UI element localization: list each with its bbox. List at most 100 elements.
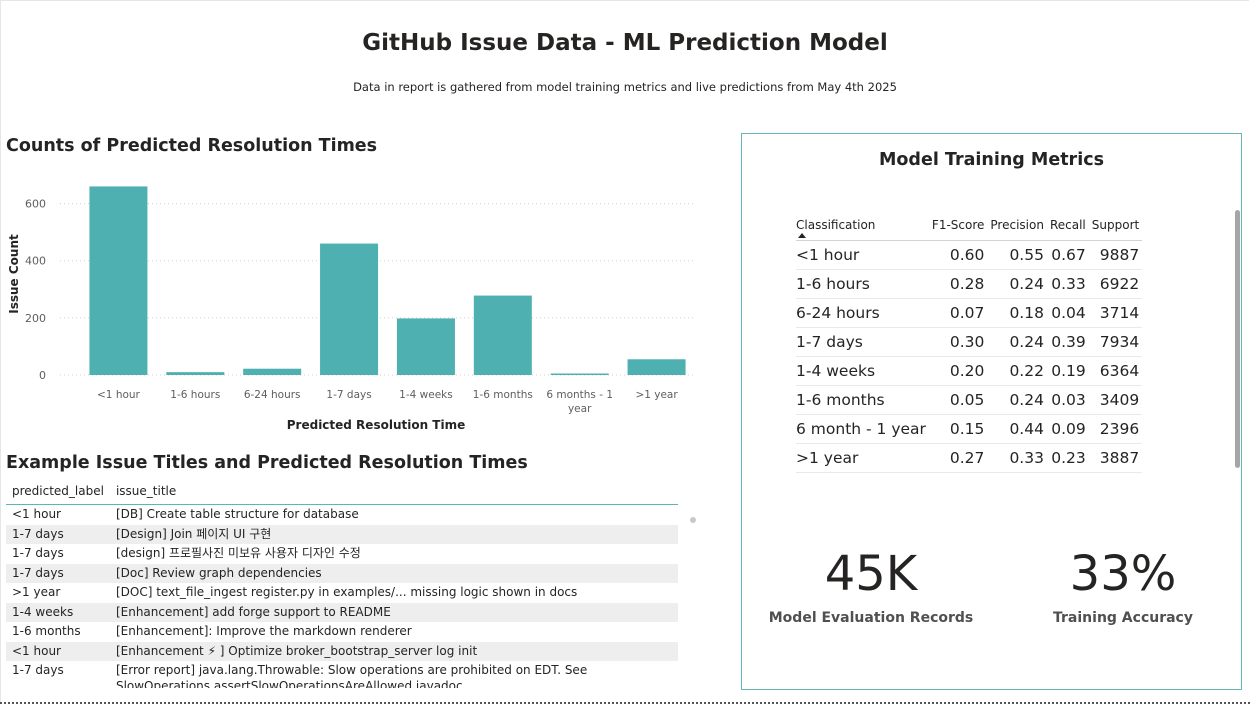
bar[interactable] <box>320 243 379 375</box>
table-scroll-indicator[interactable] <box>690 517 696 523</box>
table-row[interactable]: 1-6 months [Enhancement]: Improve the mar… <box>6 622 678 642</box>
recall-cell: 0.09 <box>1046 414 1089 444</box>
metrics-row[interactable]: 1-7 days 0.30 0.24 0.39 7934 <box>796 327 1143 357</box>
table-row[interactable]: 1-7 days [Error report] java.lang.Throwab… <box>6 661 678 688</box>
classification-cell: <1 hour <box>796 240 929 270</box>
bar[interactable] <box>166 372 225 375</box>
issue-title-text: [Enhancement]: Improve the markdown rend… <box>115 624 412 638</box>
metrics-table: Classification F1-Score Precision Recall… <box>796 210 1143 473</box>
column-header-f1-score[interactable]: F1-Score <box>928 210 988 241</box>
recall-cell: 0.19 <box>1046 356 1089 386</box>
table-row[interactable]: >1 year [DOC] text_file_ingest register.p… <box>6 583 678 603</box>
x-tick-label: <1 hour <box>97 389 141 401</box>
table-row[interactable]: <1 hour [DB] Create table structure for d… <box>6 504 678 525</box>
issue-title-cell: [Enhancement] add forge support to READM… <box>109 602 678 622</box>
predicted-label-cell: <1 hour <box>6 641 110 661</box>
issue-title-text: [design] 프로필사진 미보유 사용자 디자인 수정 <box>115 546 361 560</box>
metrics-row[interactable]: >1 year 0.27 0.33 0.23 3887 <box>796 443 1143 473</box>
metrics-row[interactable]: 1-4 weeks 0.20 0.22 0.19 6364 <box>796 356 1143 386</box>
issue-title-text: [Enhancement] add forge support to READM… <box>115 604 391 619</box>
issue-title-text: [DOC] text_file_ingest register.py in ex… <box>115 585 578 599</box>
f1-score-cell: 0.05 <box>928 385 988 415</box>
support-cell: 3409 <box>1088 385 1143 415</box>
y-tick-label: 200 <box>25 312 46 325</box>
issue-title-cell: [Design] Join 페이지 UI 구현 <box>109 524 678 544</box>
examples-table: predicted_label issue_title <1 hour [DB] … <box>6 478 678 688</box>
column-header-issue-title[interactable]: issue_title <box>109 478 678 505</box>
f1-score-cell: 0.15 <box>928 414 988 444</box>
bar[interactable] <box>243 368 302 375</box>
classification-cell: 1-7 days <box>796 327 929 357</box>
issue-title-cell: [Enhancement ⚡ ] Optimize broker_bootstr… <box>109 641 678 661</box>
predicted-label-cell: 1-6 months <box>6 622 110 642</box>
support-cell: 3887 <box>1088 443 1143 473</box>
support-cell: 6364 <box>1088 356 1143 386</box>
x-tick-label: 1-6 hours <box>170 389 220 401</box>
metrics-row[interactable]: 1-6 hours 0.28 0.24 0.33 6922 <box>796 269 1143 299</box>
x-tick-label: 6 months - 1 <box>546 389 613 401</box>
column-header-recall[interactable]: Recall <box>1046 210 1089 241</box>
precision-cell: 0.44 <box>987 414 1047 444</box>
support-cell: 6922 <box>1088 269 1143 299</box>
classification-cell: >1 year <box>796 443 929 473</box>
column-header-support[interactable]: Support <box>1088 210 1143 241</box>
y-tick-label: 400 <box>25 255 46 268</box>
predicted-label-cell: 1-7 days <box>6 661 110 688</box>
bar[interactable] <box>550 373 609 376</box>
column-header-predicted-label[interactable]: predicted_label <box>6 478 110 505</box>
table-row[interactable]: <1 hour [Enhancement ⚡ ] Optimize broker_… <box>6 641 678 661</box>
precision-cell: 0.55 <box>987 240 1047 270</box>
predicted-label-cell: 1-7 days <box>6 524 110 544</box>
y-axis-title: Issue Count <box>7 234 21 314</box>
table-row[interactable]: 1-7 days [Doc] Review graph dependencies <box>6 563 678 583</box>
precision-cell: 0.18 <box>987 298 1047 328</box>
f1-score-cell: 0.27 <box>928 443 988 473</box>
x-tick-label: 1-6 months <box>473 389 533 401</box>
kpi-records-value: 45K <box>824 546 918 602</box>
examples-table-title: Example Issue Titles and Predicted Resol… <box>6 453 528 473</box>
issue-title-cell: [Error report] java.lang.Throwable: Slow… <box>109 661 678 688</box>
x-tick-label: >1 year <box>635 389 678 401</box>
recall-cell: 0.03 <box>1046 385 1089 415</box>
x-axis-title: Predicted Resolution Time <box>287 418 466 432</box>
sort-ascending-icon <box>798 233 806 238</box>
examples-table-container[interactable]: predicted_label issue_title <1 hour [DB] … <box>6 478 706 688</box>
bar[interactable] <box>396 318 455 375</box>
f1-score-cell: 0.60 <box>928 240 988 270</box>
classification-cell: 6 month - 1 year <box>796 414 929 444</box>
bar[interactable] <box>473 295 532 375</box>
issue-title-cell: [DB] Create table structure for database <box>109 504 678 525</box>
examples-table-header: predicted_label issue_title <box>6 478 678 505</box>
metrics-row[interactable]: 6-24 hours 0.07 0.18 0.04 3714 <box>796 298 1143 328</box>
support-cell: 2396 <box>1088 414 1143 444</box>
y-tick-label: 600 <box>25 198 46 211</box>
precision-cell: 0.24 <box>987 327 1047 357</box>
recall-cell: 0.33 <box>1046 269 1089 299</box>
classification-cell: 1-6 hours <box>796 269 929 299</box>
metrics-row[interactable]: 6 month - 1 year 0.15 0.44 0.09 2396 <box>796 414 1143 444</box>
column-header-precision[interactable]: Precision <box>987 210 1047 241</box>
bar[interactable] <box>89 186 148 375</box>
recall-cell: 0.04 <box>1046 298 1089 328</box>
table-row[interactable]: 1-4 weeks [Enhancement] add forge support… <box>6 602 678 622</box>
metrics-scrollbar[interactable] <box>1235 210 1240 468</box>
table-row[interactable]: 1-7 days [design] 프로필사진 미보유 사용자 디자인 수정 <box>6 544 678 564</box>
support-cell: 9887 <box>1088 240 1143 270</box>
predicted-label-cell: >1 year <box>6 583 110 603</box>
issue-title-text: [Enhancement ⚡ ] Optimize broker_bootstr… <box>115 643 478 658</box>
report-subtitle: Data in report is gathered from model tr… <box>353 80 897 94</box>
bar[interactable] <box>627 359 686 375</box>
bar-chart-title: Counts of Predicted Resolution Times <box>6 136 378 156</box>
metrics-row[interactable]: 1-6 months 0.05 0.24 0.03 3409 <box>796 385 1143 415</box>
column-header-classification[interactable]: Classification <box>796 210 929 241</box>
classification-cell: 1-6 months <box>796 385 929 415</box>
kpi-accuracy-value: 33% <box>1069 546 1177 602</box>
f1-score-cell: 0.20 <box>928 356 988 386</box>
table-row[interactable]: 1-7 days [Design] Join 페이지 UI 구현 <box>6 524 678 544</box>
issue-title-cell: [Doc] Review graph dependencies <box>109 563 678 583</box>
issue-title-text: [Design] Join 페이지 UI 구현 <box>115 526 272 541</box>
predicted-label-cell: 1-4 weeks <box>6 602 110 622</box>
issue-title-cell: [design] 프로필사진 미보유 사용자 디자인 수정 <box>109 544 678 564</box>
metrics-row[interactable]: <1 hour 0.60 0.55 0.67 9887 <box>796 240 1143 270</box>
precision-cell: 0.24 <box>987 385 1047 415</box>
